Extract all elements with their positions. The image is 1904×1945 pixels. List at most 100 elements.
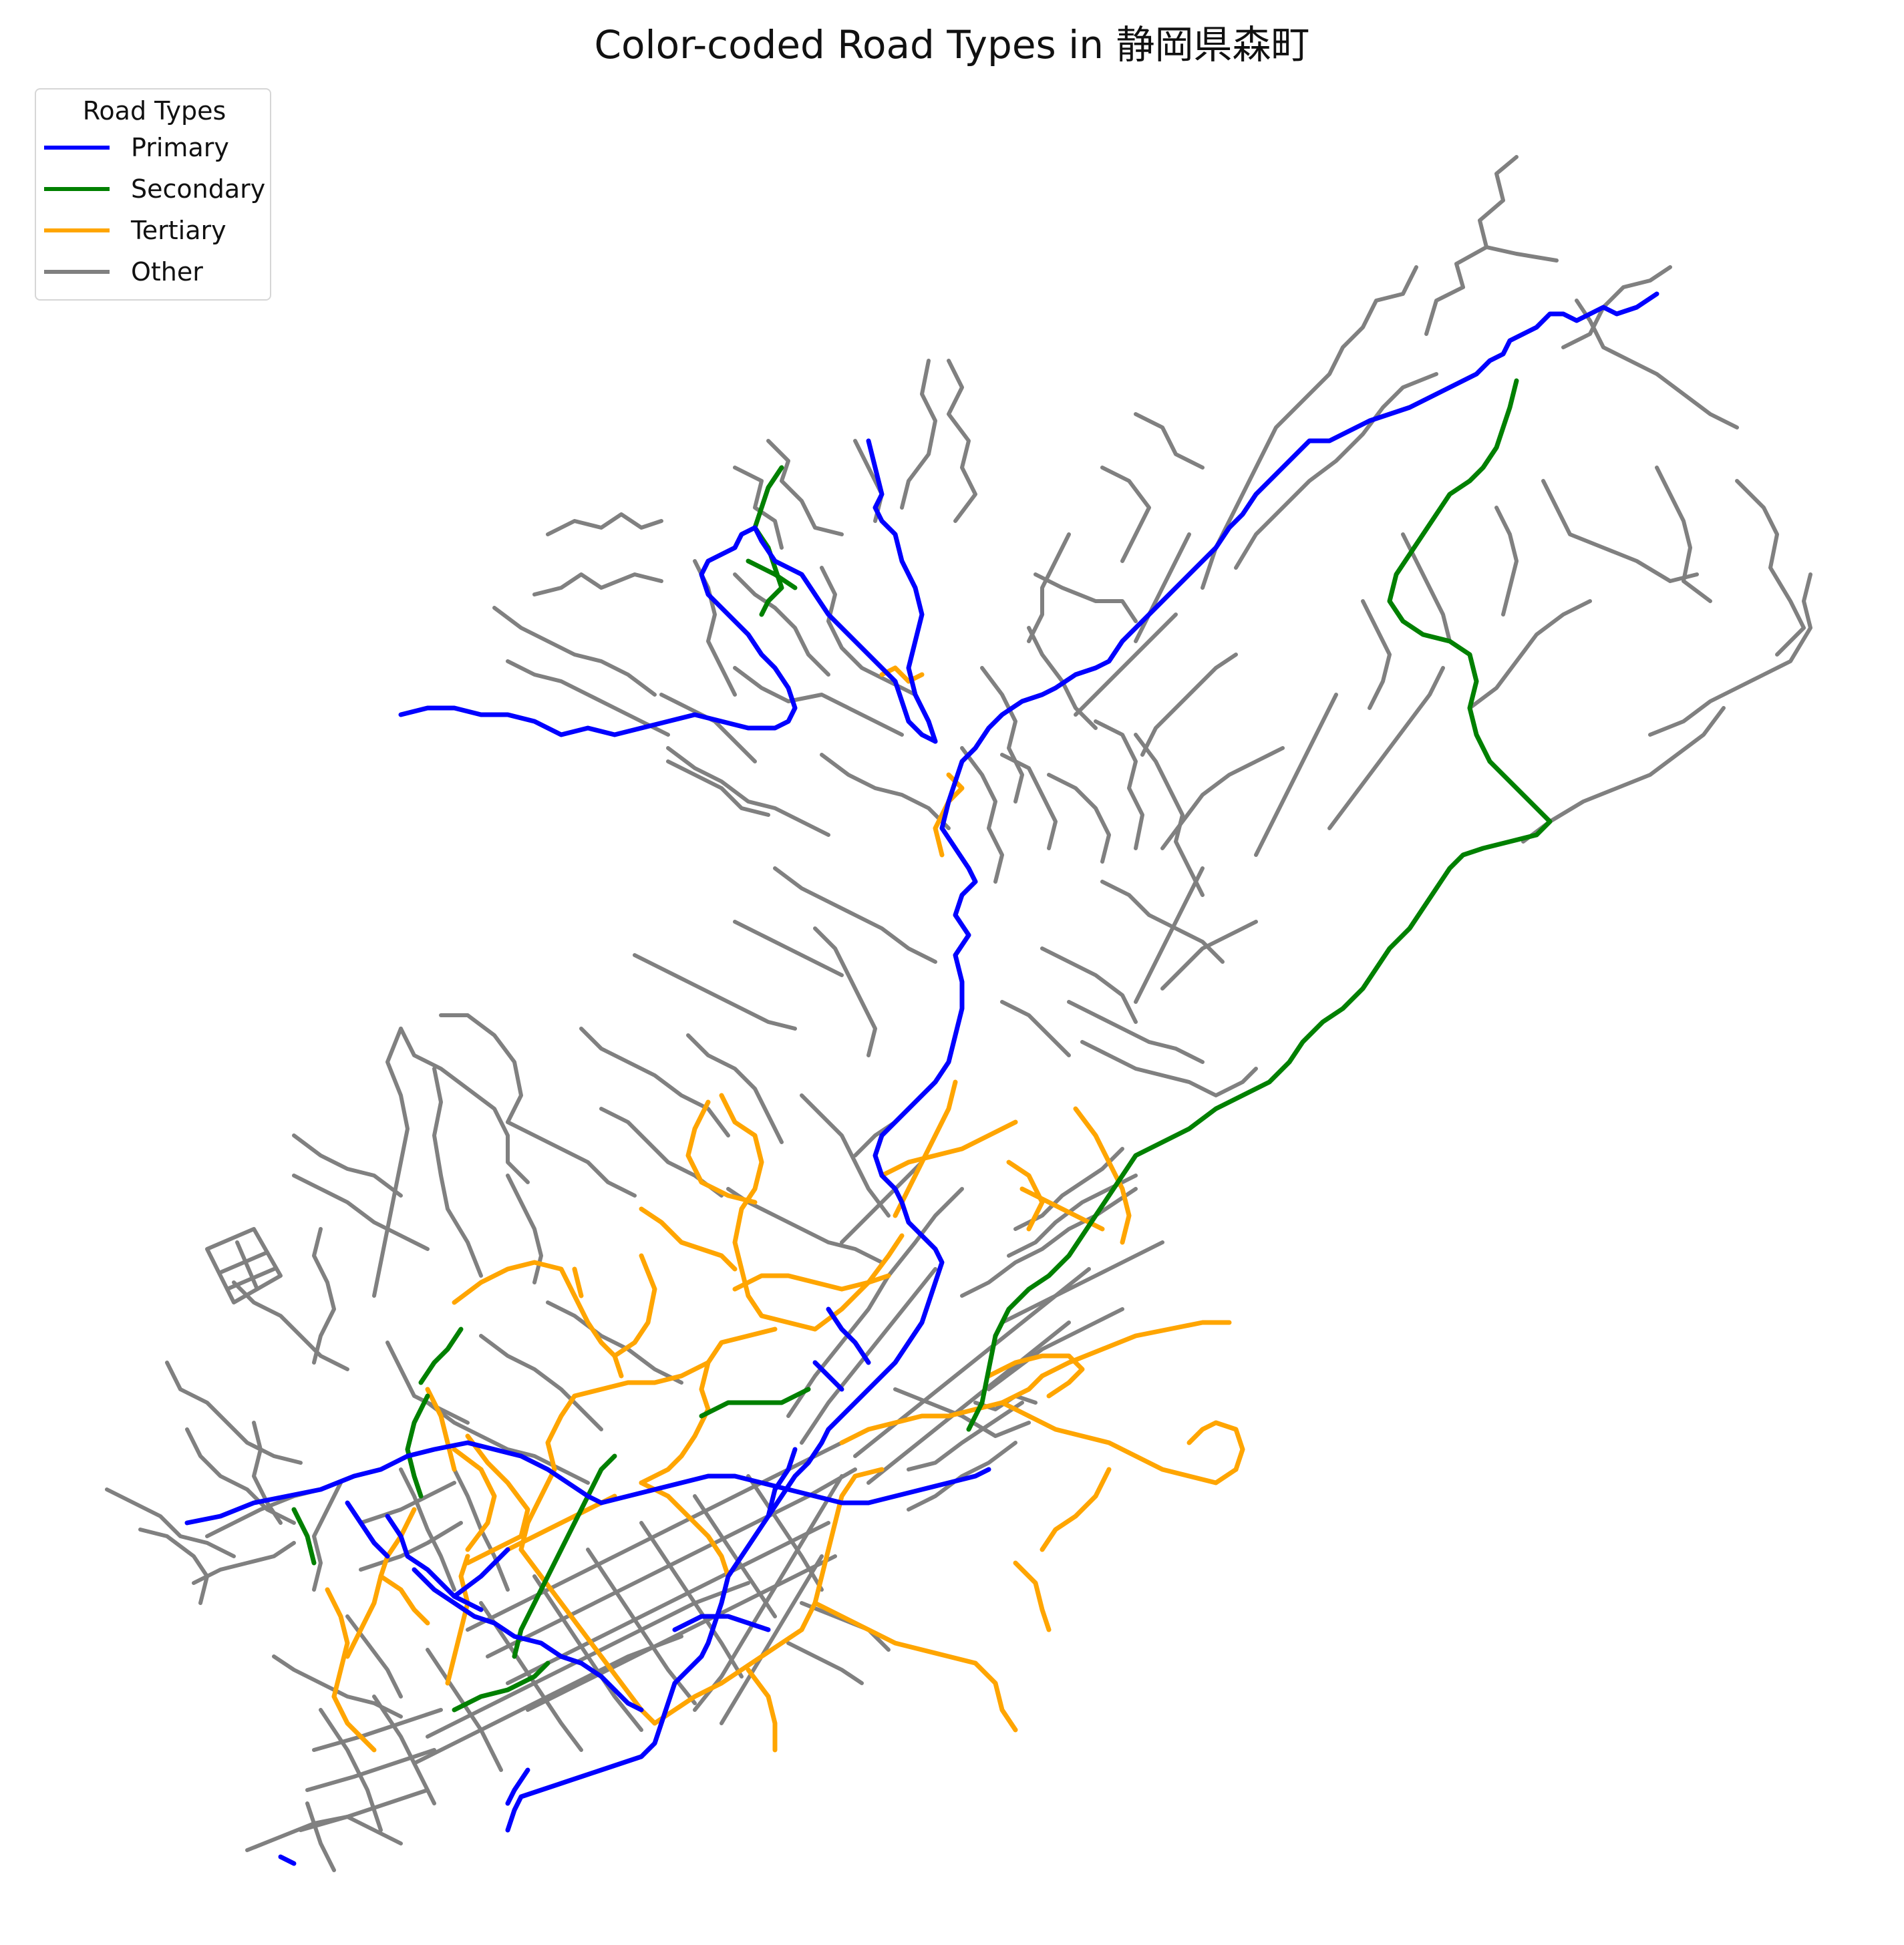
other-road [305,1801,336,1872]
other-road [1327,666,1445,830]
other-road [319,1708,383,1832]
other-road [633,953,797,1031]
other-road [907,1441,1017,1512]
other-road [546,512,663,536]
other-road [773,866,937,964]
primary-road [452,1547,510,1599]
other-road [1484,245,1559,262]
other-road [1034,572,1138,623]
primary-road [505,291,1659,1833]
tertiary-road [1073,1106,1132,1245]
primary-road [398,525,938,744]
secondary-road [993,378,1553,1339]
secondary-roads [291,378,1553,1713]
tertiary-road [518,1547,657,1726]
other-road [466,1441,844,1632]
other-road [1468,599,1592,710]
other-road [1027,532,1071,643]
tertiary-road [1006,1160,1045,1232]
other-road [345,1614,403,1699]
other-road [479,1334,603,1431]
primary-road [672,1614,771,1632]
other-road [800,1601,891,1652]
other-road [579,1027,730,1137]
tertiary-road [378,1574,430,1626]
secondary-road [418,1327,464,1385]
other-road [1013,1147,1124,1231]
other-road [532,572,663,596]
other-road [1134,412,1205,470]
other-road [1541,479,1699,583]
tertiary-road [505,1493,617,1552]
other-road [1521,706,1726,844]
legend-swatch-other [44,270,110,274]
tertiary-road [685,1099,758,1205]
other-road [639,1521,744,1678]
other-road [786,1187,964,1418]
primary-road [826,1306,871,1365]
other-road [526,1554,837,1712]
tertiary-road [879,665,925,684]
other-road [292,1174,430,1251]
primary-road [812,1360,844,1392]
tertiary-road [325,1587,350,1699]
primary-road [345,1500,390,1559]
secondary-road [746,558,798,590]
other-road [546,1300,683,1385]
other-road [720,1554,824,1725]
other-road [693,559,737,697]
other-road [813,926,877,1057]
other-road [820,753,951,830]
other-road [138,1528,209,1605]
other-road [1067,1000,1205,1064]
tertiary-road [452,1260,624,1379]
other-road [733,466,784,550]
legend-swatch-primary [44,146,110,150]
other-road [385,1341,470,1425]
other-road [900,359,937,510]
tertiary-road [452,1447,497,1552]
other-road [372,1027,410,1298]
other-road [359,1481,456,1525]
other-road [980,666,1024,804]
tertiary-road [893,1079,958,1218]
other-road [893,1387,1031,1438]
other-road [412,1634,683,1765]
other-road [1361,599,1392,710]
legend-item-tertiary: Tertiary [44,214,265,247]
other-road [399,1467,456,1592]
legend-swatch-secondary [44,187,110,191]
tertiary-road [445,1554,470,1686]
other-road [1561,265,1672,349]
tertiary-road [719,1093,905,1332]
map-title: Color-coded Road Types in 静岡県森町 [594,22,1310,67]
tertiary-road [839,1373,1045,1445]
other-road [1134,866,1205,1004]
other-road [205,1227,283,1304]
other-road [1134,733,1205,897]
other-road [312,1708,443,1752]
other-road [1094,719,1144,850]
primary-road [412,1567,584,1666]
map-legend: Road Types Primary Secondary Tertiary Ot… [35,88,271,301]
other-road [1648,572,1812,737]
other-road [800,1267,937,1445]
other-road [666,759,770,817]
other-road [1074,612,1178,717]
other-road [820,566,917,697]
primary-roads [184,291,1659,1866]
other-road [506,1120,637,1198]
other-road [840,1160,924,1244]
primary-road [278,1854,297,1866]
other-road [1040,946,1138,1024]
other-road [312,1227,336,1365]
other-road [1201,265,1418,590]
other-road [426,1648,503,1772]
primary-road [505,1767,530,1806]
legend-item-primary: Primary [44,131,265,164]
tertiary-road [639,1327,778,1485]
other-road [426,1401,590,1485]
tertiary-road [999,1400,1239,1485]
other-road [733,666,904,737]
